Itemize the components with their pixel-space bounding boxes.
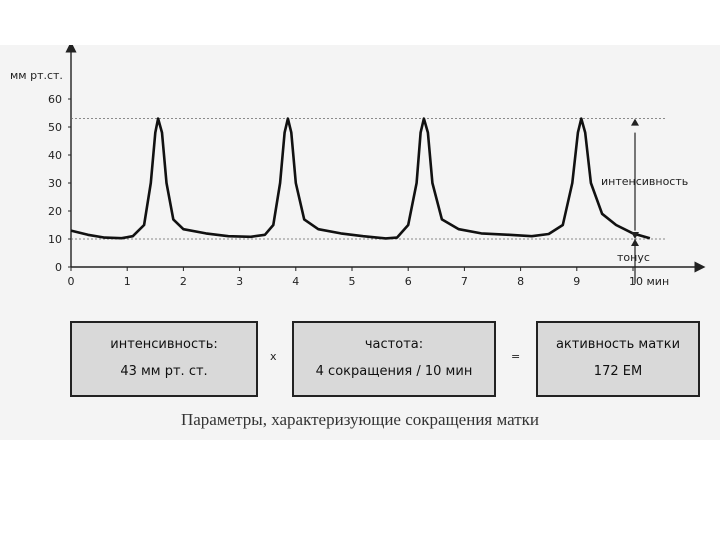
tone-annotation: тонус: [617, 251, 650, 264]
activity-label: активность матки: [555, 337, 681, 352]
frequency-label: частота:: [364, 337, 424, 352]
activity-value: 172 ЕМ: [593, 364, 643, 379]
x-tick-label: 5: [349, 275, 356, 288]
multiply-sign: x: [270, 350, 277, 363]
y-axis-label: мм рт.ст.: [10, 69, 63, 82]
x-tick-label: 2: [180, 275, 187, 288]
x-tick-label: 9: [573, 275, 580, 288]
y-tick-label: 0: [55, 261, 62, 274]
y-tick-label: 10: [48, 233, 62, 246]
intensity-annotation: интенсивность: [601, 175, 688, 188]
pressure-curve: [70, 117, 651, 240]
uterine-contraction-chart: мм рт.ст. 0 10 20 30 40 50 60 0 1 2 3 4 5 6 7 8 9 10 мин и…: [10, 45, 706, 288]
y-tick-label: 40: [48, 149, 62, 162]
y-tick-label: 50: [48, 121, 62, 134]
y-tick-label: 60: [48, 93, 62, 106]
x-tick-label: 6: [405, 275, 412, 288]
intensity-arrow-bottom: [631, 232, 639, 239]
frequency-value: 4 сокращения / 10 мин: [315, 364, 473, 379]
x-tick-label: 4: [292, 275, 299, 288]
x-tick-label: 0: [68, 275, 75, 288]
x-tick-label: 8: [517, 275, 524, 288]
x-tick-label: 3: [236, 275, 243, 288]
equals-sign: =: [511, 350, 521, 363]
intensity-label: интенсивность:: [110, 337, 218, 352]
y-tick-label: 30: [48, 177, 62, 190]
x-tick-label: 1: [124, 275, 131, 288]
tone-arrow-head: [631, 239, 639, 246]
intensity-arrow-top: [631, 118, 639, 126]
figure-panel: мм рт.ст. 0 10 20 30 40 50 60 0 1 2 3 4 5 6 7 8 9 10 мин и…: [0, 45, 720, 440]
frequency-box: частота: 4 сокращения / 10 мин: [292, 321, 496, 397]
y-tick-label: 20: [48, 205, 62, 218]
x-tick-label: 10 мин: [629, 275, 669, 288]
activity-box: активность матки 172 ЕМ: [536, 321, 700, 397]
intensity-value: 43 мм рт. ст.: [120, 364, 208, 379]
figure-caption: Параметры, характеризующие сокращения ма…: [180, 410, 540, 429]
x-tick-label: 7: [461, 275, 468, 288]
intensity-box: интенсивность: 43 мм рт. ст.: [70, 321, 258, 397]
